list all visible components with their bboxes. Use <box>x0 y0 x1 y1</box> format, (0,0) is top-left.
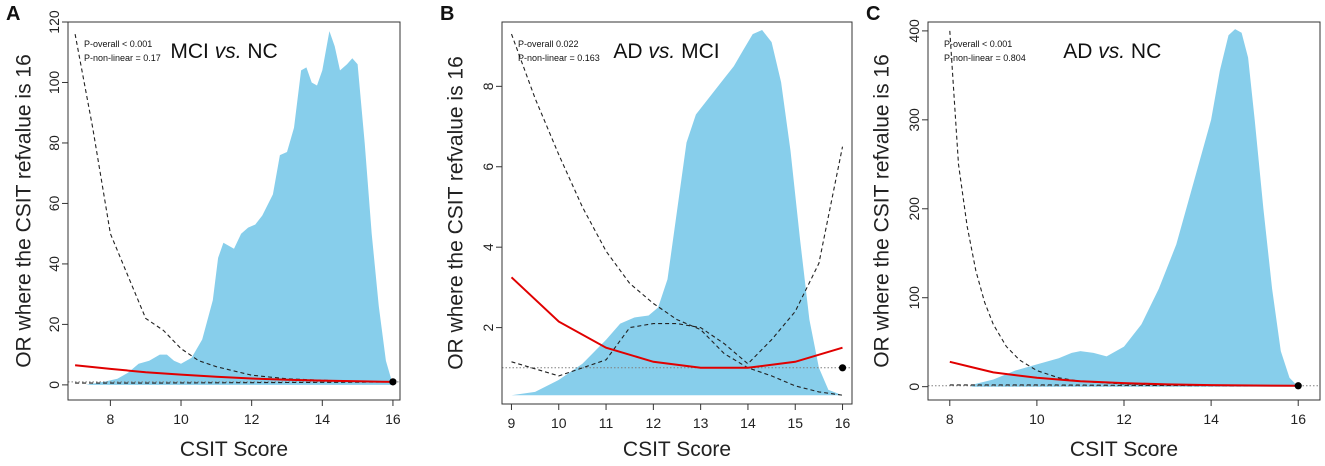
panel-b-reference-point <box>838 364 847 372</box>
panel-c-letter: C <box>866 3 880 25</box>
panel-c-title: AD vs. NC <box>1063 40 1161 63</box>
panel-a-y-tick-label: 0 <box>46 381 62 389</box>
panel-b-annotation: P-overall 0.022 <box>518 39 579 49</box>
panel-b-ci-upper-line <box>510 33 843 396</box>
panel-a-x-tick-label: 12 <box>244 411 260 427</box>
panel-a-x-tick-label: 16 <box>385 411 401 427</box>
panel-b-x-tick-label: 10 <box>551 415 567 431</box>
panel-b-x-tick-label: 15 <box>787 415 803 431</box>
panel-a-x-tick-label: 10 <box>173 411 189 427</box>
panel-b-y-tick-label: 2 <box>480 323 496 331</box>
panel-a-y-tick-label: 120 <box>46 10 62 34</box>
panel-a-density-area <box>85 31 393 385</box>
panel-b-x-tick-label: 12 <box>646 415 662 431</box>
panel-a-y-axis-label: OR where the CSIT refvalue is 16 <box>13 54 36 368</box>
panel-b-or-line <box>510 276 843 369</box>
panel-c-x-tick-label: 14 <box>1203 411 1219 427</box>
panel-b-x-tick-label: 11 <box>599 415 614 431</box>
panel-b-y-tick-label: 4 <box>480 243 496 251</box>
panel-c-y-axis-label: OR where the CSIT refvalue is 16 <box>871 54 894 368</box>
panel-c-density-area <box>971 29 1299 387</box>
panel-a-y-tick-label: 80 <box>46 135 62 151</box>
panel-b-y-axis-label: OR where the CSIT refvalue is 16 <box>445 56 468 370</box>
panel-c-annotation: P-non-linear = 0.804 <box>944 53 1026 63</box>
panel-a-reference-point <box>389 378 397 386</box>
panel-a-y-tick-label: 20 <box>46 316 62 332</box>
panel-c-x-tick-label: 10 <box>1029 411 1045 427</box>
panel-c-ci-upper-line <box>949 30 1299 387</box>
panel-c-y-tick-label: 100 <box>906 286 922 310</box>
panel-c-y-tick-label: 200 <box>906 197 922 221</box>
panel-c-x-tick-label: 8 <box>946 411 954 427</box>
panel-a-y-tick-label: 60 <box>46 195 62 211</box>
panel-c-or-line <box>949 360 1299 387</box>
panel-b-ci-lower-line <box>511 146 844 377</box>
panel-b-x-tick-label: 9 <box>508 415 516 431</box>
panel-a-ci-upper-line <box>74 33 393 383</box>
panel-a-x-axis-label: CSIT Score <box>180 438 288 461</box>
panel-a-annotation: P-overall < 0.001 <box>84 39 152 49</box>
panel-c-x-tick-label: 12 <box>1116 411 1132 427</box>
panel-b-letter: B <box>440 3 454 25</box>
panel-a-y-tick-label: 100 <box>46 71 62 95</box>
panel-a-x-tick-label: 8 <box>106 411 114 427</box>
panel-a: 8 10 12 14 16 0 20 40 60 80 100 120 CSIT Score OR whe… <box>6 3 401 461</box>
panel-a-x-tick-label: 14 <box>315 411 331 427</box>
panel-b-frame <box>501 21 853 405</box>
panel-b-density-area <box>511 30 843 396</box>
panel-a-plot-area <box>68 31 400 385</box>
panel-c-x-tick-label: 16 <box>1290 411 1306 427</box>
panel-b-plot-area <box>502 30 852 396</box>
panel-b-x-tick-label: 14 <box>740 415 756 431</box>
panel-b-x-tick-label: 16 <box>835 415 851 431</box>
panel-c-x-axis-label: CSIT Score <box>1070 438 1178 461</box>
panel-a-frame <box>67 21 401 401</box>
panel-c-y-tick-label: 300 <box>906 108 922 132</box>
panel-a-letter: A <box>6 3 20 25</box>
panel-c-y-tick-label: 0 <box>906 383 922 391</box>
panel-b-y-tick-label: 8 <box>480 82 496 90</box>
panel-a-title: MCI vs. NC <box>170 40 277 63</box>
panel-a-y-tick-label: 40 <box>46 256 62 272</box>
panel-b: 9 10 11 12 13 14 15 16 2 4 6 8 CSIT Score OR where th… <box>440 3 853 461</box>
panel-b-annotation: P-non-linear = 0.163 <box>518 53 600 63</box>
panel-c-reference-point <box>1294 382 1302 390</box>
panel-c-y-tick-label: 400 <box>906 19 922 43</box>
panel-b-y-tick-label: 6 <box>480 163 496 171</box>
panel-c-annotation: P-overall < 0.001 <box>944 39 1012 49</box>
panel-b-x-axis-label: CSIT Score <box>623 438 731 461</box>
panel-b-title: AD vs. MCI <box>613 40 719 63</box>
panel-c: 8 10 12 14 16 0 100 200 300 400 CSIT Score OR where… <box>866 3 1321 461</box>
panel-a-annotation: P-non-linear = 0.17 <box>84 53 161 63</box>
panel-b-x-tick-label: 13 <box>693 415 709 431</box>
panel-c-plot-area <box>928 29 1320 387</box>
panel-a-or-line <box>74 364 393 383</box>
